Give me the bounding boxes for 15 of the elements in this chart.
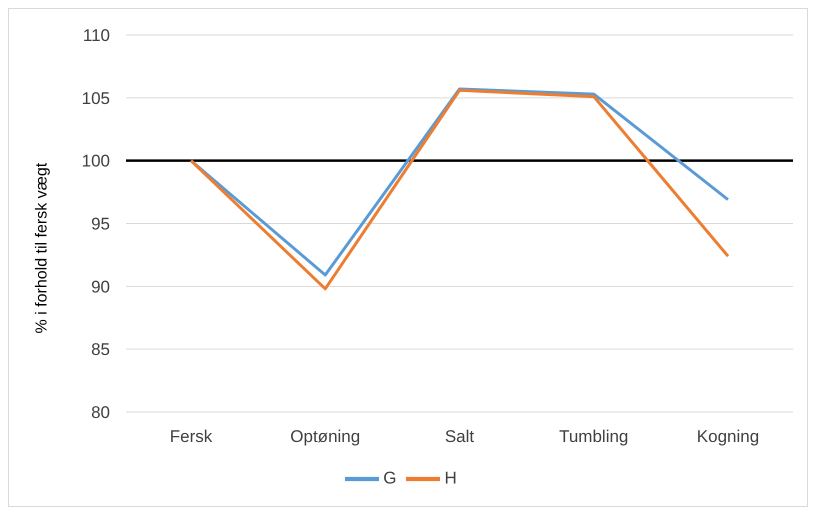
x-tick-label: Kogning — [696, 427, 760, 446]
x-tick-label: Optøning — [290, 427, 360, 446]
y-tick-label: 110 — [82, 26, 110, 46]
y-tick-label: 95 — [91, 214, 110, 234]
y-tick-label: 100 — [82, 152, 110, 171]
x-tick-label: Tumbling — [559, 427, 628, 446]
y-tick-label: 105 — [82, 88, 110, 108]
x-tick-label: Salt — [444, 427, 474, 446]
y-tick-label: 85 — [91, 340, 110, 360]
y-axis-title: % i forhold til fersk vægt — [34, 162, 51, 334]
y-tick-label: 80 — [91, 403, 110, 422]
y-tick-label: 90 — [91, 277, 110, 296]
legend-label: H — [444, 468, 457, 488]
legend-label: G — [383, 468, 396, 488]
x-tick-label: Fersk — [170, 427, 213, 446]
